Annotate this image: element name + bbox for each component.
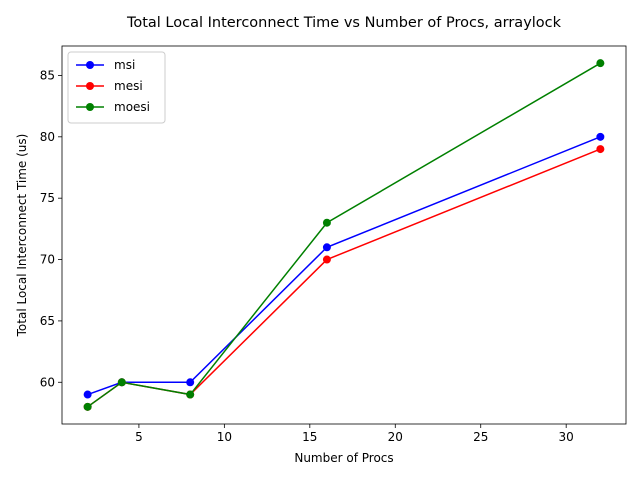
legend-label: moesi (114, 100, 150, 114)
x-tick-label: 15 (302, 430, 317, 444)
x-tick-label: 5 (135, 430, 143, 444)
series-mesi (83, 145, 605, 411)
y-tick-label: 70 (40, 253, 55, 267)
data-point-mesi (596, 145, 605, 154)
x-tick-label: 30 (559, 430, 574, 444)
data-point-msi (322, 243, 331, 252)
legend-label: mesi (114, 79, 143, 93)
y-tick-label: 60 (40, 375, 55, 389)
legend: msi mesi moesi (67, 51, 166, 124)
series-moesi (83, 59, 605, 411)
y-tick-label: 85 (40, 68, 55, 82)
data-point-moesi (117, 378, 126, 387)
x-tick-label: 20 (388, 430, 403, 444)
data-point-moesi (83, 402, 92, 411)
legend-label: msi (114, 58, 135, 72)
plot-area (83, 59, 605, 411)
series-line-mesi (87, 148, 601, 408)
data-point-mesi (322, 255, 331, 264)
x-axis-title: Number of Procs (294, 451, 393, 465)
legend-item-mesi: mesi (76, 79, 143, 93)
x-tick-label: 10 (217, 430, 232, 444)
legend-swatch-marker (86, 61, 94, 69)
y-axis-title: Total Local Interconnect Time (us) (15, 134, 29, 338)
series-msi (83, 132, 605, 399)
y-tick-label: 80 (40, 130, 55, 144)
data-point-msi (596, 132, 605, 141)
plot-frame (61, 45, 627, 425)
series-line-msi (87, 136, 601, 396)
x-tick-label: 25 (473, 430, 488, 444)
legend-item-moesi: moesi (76, 100, 150, 114)
legend-swatch-marker (86, 103, 94, 111)
x-axis: 5 10 15 20 25 30 (135, 424, 574, 444)
data-point-moesi (186, 390, 195, 399)
chart-title: Total Local Interconnect Time vs Number … (126, 15, 562, 31)
y-tick-label: 65 (40, 314, 55, 328)
y-axis: 60 65 70 75 80 85 (40, 68, 62, 389)
data-point-moesi (322, 218, 331, 227)
legend-swatch-marker (86, 82, 94, 90)
data-point-moesi (596, 59, 605, 68)
data-point-msi (83, 390, 92, 399)
legend-item-msi: msi (76, 58, 135, 72)
y-tick-label: 75 (40, 191, 55, 205)
data-point-msi (186, 378, 195, 387)
